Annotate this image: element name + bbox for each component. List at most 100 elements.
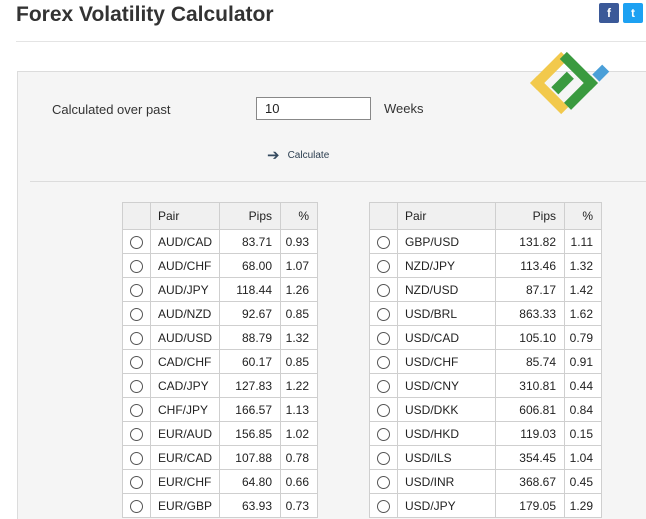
table-row[interactable]: USD/CAD 105.10 0.79 (369, 325, 602, 350)
row-select-cell (122, 349, 151, 374)
logo-green-bar-inner (551, 71, 574, 95)
table-row[interactable]: CAD/CHF 60.17 0.85 (122, 349, 318, 374)
pair-cell: USD/HKD (397, 421, 496, 446)
pips-cell: 88.79 (219, 325, 281, 350)
title-divider (16, 41, 646, 42)
table-row[interactable]: CAD/JPY 127.83 1.22 (122, 373, 318, 398)
radio-button[interactable] (130, 379, 143, 393)
pips-cell: 119.03 (495, 421, 565, 446)
row-select-cell (122, 301, 151, 326)
twitter-share-button[interactable]: t (623, 3, 643, 23)
row-select-cell (369, 469, 398, 494)
table-row[interactable]: USD/INR 368.67 0.45 (369, 469, 602, 494)
row-select-cell (369, 397, 398, 422)
radio-button[interactable] (130, 331, 143, 345)
pips-cell: 105.10 (495, 325, 565, 350)
radio-button[interactable] (130, 307, 143, 321)
table-row[interactable]: CHF/JPY 166.57 1.13 (122, 397, 318, 422)
pair-cell: USD/CNY (397, 373, 496, 398)
table-row[interactable]: USD/JPY 179.05 1.29 (369, 493, 602, 518)
radio-button[interactable] (130, 283, 143, 297)
percent-cell: 0.79 (564, 325, 602, 350)
table-row[interactable]: EUR/CAD 107.88 0.78 (122, 445, 318, 470)
percent-cell: 1.32 (280, 325, 318, 350)
table-row[interactable]: EUR/GBP 63.93 0.73 (122, 493, 318, 518)
table-row[interactable]: NZD/USD 87.17 1.42 (369, 277, 602, 302)
pair-cell: CAD/CHF (150, 349, 220, 374)
table-row[interactable]: AUD/CAD 83.71 0.93 (122, 229, 318, 254)
pair-cell: AUD/USD (150, 325, 220, 350)
percent-cell: 0.91 (564, 349, 602, 374)
row-select-cell (369, 493, 398, 518)
pair-cell: EUR/CHF (150, 469, 220, 494)
row-select-cell (122, 373, 151, 398)
pips-cell: 60.17 (219, 349, 281, 374)
pips-cell: 63.93 (219, 493, 281, 518)
radio-button[interactable] (377, 331, 390, 345)
radio-button[interactable] (377, 259, 390, 273)
radio-button[interactable] (377, 283, 390, 297)
social-share: f t (599, 3, 643, 23)
radio-button[interactable] (377, 307, 390, 321)
table-row[interactable]: GBP/USD 131.82 1.11 (369, 229, 602, 254)
facebook-share-button[interactable]: f (599, 3, 619, 23)
table-row[interactable]: AUD/JPY 118.44 1.26 (122, 277, 318, 302)
pair-cell: USD/CAD (397, 325, 496, 350)
pips-cell: 354.45 (495, 445, 565, 470)
table-row[interactable]: USD/CHF 85.74 0.91 (369, 349, 602, 374)
radio-button[interactable] (130, 451, 143, 465)
pips-cell: 113.46 (495, 253, 565, 278)
percent-cell: 1.13 (280, 397, 318, 422)
table-row[interactable]: NZD/JPY 113.46 1.32 (369, 253, 602, 278)
table-row[interactable]: AUD/USD 88.79 1.32 (122, 325, 318, 350)
header-pair: Pair (397, 202, 496, 230)
radio-button[interactable] (377, 355, 390, 369)
pips-cell: 127.83 (219, 373, 281, 398)
pips-cell: 131.82 (495, 229, 565, 254)
radio-button[interactable] (377, 475, 390, 489)
table-row[interactable]: EUR/CHF 64.80 0.66 (122, 469, 318, 494)
radio-button[interactable] (377, 499, 390, 513)
table-header-row: Pair Pips % (122, 202, 318, 230)
percent-cell: 1.32 (564, 253, 602, 278)
radio-button[interactable] (377, 451, 390, 465)
table-header-row: Pair Pips % (369, 202, 602, 230)
radio-button[interactable] (130, 355, 143, 369)
table-row[interactable]: AUD/NZD 92.67 0.85 (122, 301, 318, 326)
pair-cell: USD/DKK (397, 397, 496, 422)
header-percent: % (564, 202, 602, 230)
pair-cell: CAD/JPY (150, 373, 220, 398)
volatility-table-left: Pair Pips % AUD/CAD 83.71 0.93 AUD/CHF 68.00… (122, 202, 318, 518)
radio-button[interactable] (130, 499, 143, 513)
percent-cell: 1.42 (564, 277, 602, 302)
pair-cell: AUD/JPY (150, 277, 220, 302)
calculate-button[interactable]: ➔ Calculate (267, 148, 329, 163)
table-row[interactable]: USD/CNY 310.81 0.44 (369, 373, 602, 398)
radio-button[interactable] (130, 259, 143, 273)
percent-cell: 1.26 (280, 277, 318, 302)
radio-button[interactable] (130, 427, 143, 441)
radio-button[interactable] (130, 475, 143, 489)
radio-button[interactable] (377, 427, 390, 441)
radio-button[interactable] (130, 235, 143, 249)
table-row[interactable]: EUR/AUD 156.85 1.02 (122, 421, 318, 446)
radio-button[interactable] (377, 403, 390, 417)
pips-cell: 863.33 (495, 301, 565, 326)
table-row[interactable]: USD/HKD 119.03 0.15 (369, 421, 602, 446)
radio-button[interactable] (377, 235, 390, 249)
radio-button[interactable] (377, 379, 390, 393)
pair-cell: USD/INR (397, 469, 496, 494)
row-select-cell (122, 469, 151, 494)
arrow-right-icon: ➔ (267, 147, 280, 164)
volatility-table-right: Pair Pips % GBP/USD 131.82 1.11 NZD/JPY 113.… (369, 202, 602, 518)
table-row[interactable]: USD/BRL 863.33 1.62 (369, 301, 602, 326)
table-row[interactable]: USD/DKK 606.81 0.84 (369, 397, 602, 422)
row-select-cell (369, 445, 398, 470)
percent-cell: 0.85 (280, 349, 318, 374)
brand-logo (530, 51, 610, 115)
radio-button[interactable] (130, 403, 143, 417)
table-row[interactable]: USD/ILS 354.45 1.04 (369, 445, 602, 470)
weeks-input[interactable] (256, 97, 371, 120)
calculate-label: Calculate (287, 150, 330, 161)
table-row[interactable]: AUD/CHF 68.00 1.07 (122, 253, 318, 278)
